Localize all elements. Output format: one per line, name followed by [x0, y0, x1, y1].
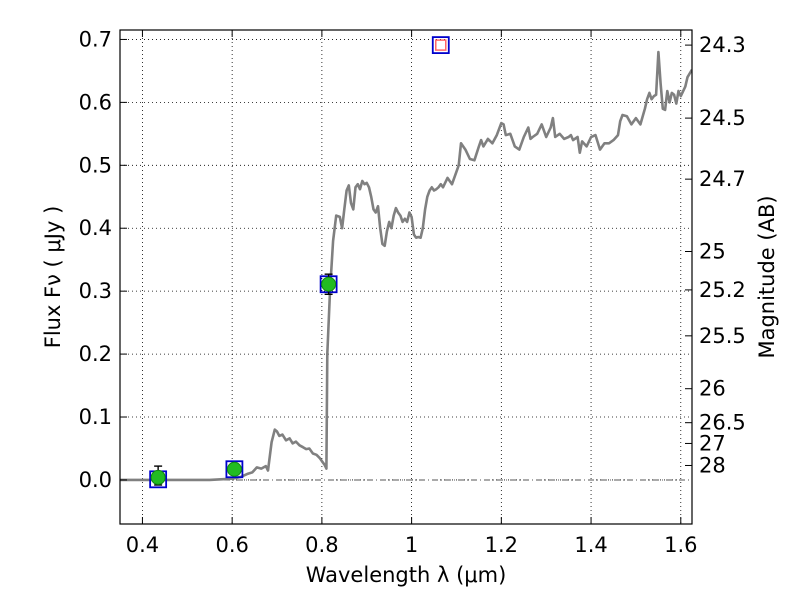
y2-tick-label: 24.5 [699, 106, 746, 130]
model-photometry-square [431, 36, 450, 55]
y2-tick-label: 27 [699, 431, 726, 455]
y-tick-label: 0.5 [79, 153, 112, 177]
y-tick-label: 0.3 [79, 279, 112, 303]
y-tick-label: 0.6 [79, 90, 112, 114]
y2-tick-label: 24.3 [699, 33, 746, 57]
x-axis-title: Wavelength λ (μm) [306, 563, 507, 587]
y2-axis-title: Magnitude (AB) [755, 195, 779, 358]
y-tick-label: 0.7 [79, 27, 112, 51]
y2-tick-label: 26.5 [699, 411, 746, 435]
x-tick-label: 1.6 [664, 533, 697, 557]
axis-ticks: 0.4 0.6 0.8 1 1.2 1.4 1.6 0.0 0.1 0.2 0.3 0.4 0.5 0.6… [79, 27, 746, 557]
y2-tick-label: 28 [699, 453, 726, 477]
y2-tick-label: 25.2 [699, 278, 746, 302]
observed-flux-point [226, 461, 242, 477]
x-tick-label: 1 [405, 533, 418, 557]
upper-limit-marker [435, 39, 447, 51]
y-tick-label: 0.0 [79, 468, 112, 492]
y2-tick-label: 25.5 [699, 324, 746, 348]
y-tick-label: 0.2 [79, 342, 112, 366]
plot-frame [119, 29, 693, 525]
x-tick-label: 0.6 [215, 533, 248, 557]
y2-tick-label: 25 [699, 240, 726, 264]
observed-flux-point [321, 276, 337, 292]
y2-tick-label: 24.7 [699, 167, 746, 191]
model-photometry-square [225, 460, 244, 479]
x-tick-label: 1.4 [574, 533, 607, 557]
x-tick-label: 1.2 [485, 533, 518, 557]
y-tick-label: 0.4 [79, 216, 112, 240]
grid-lines [120, 30, 692, 524]
model-spectrum-line [120, 50, 692, 482]
y-tick-label: 0.1 [79, 405, 112, 429]
photometry-marks [149, 36, 450, 489]
x-tick-label: 0.8 [305, 533, 338, 557]
y2-tick-label: 26 [699, 377, 726, 401]
y-axis-title: Flux Fν ( μJy ) [41, 206, 65, 349]
x-tick-label: 0.4 [126, 533, 159, 557]
observed-flux-point [150, 469, 166, 485]
